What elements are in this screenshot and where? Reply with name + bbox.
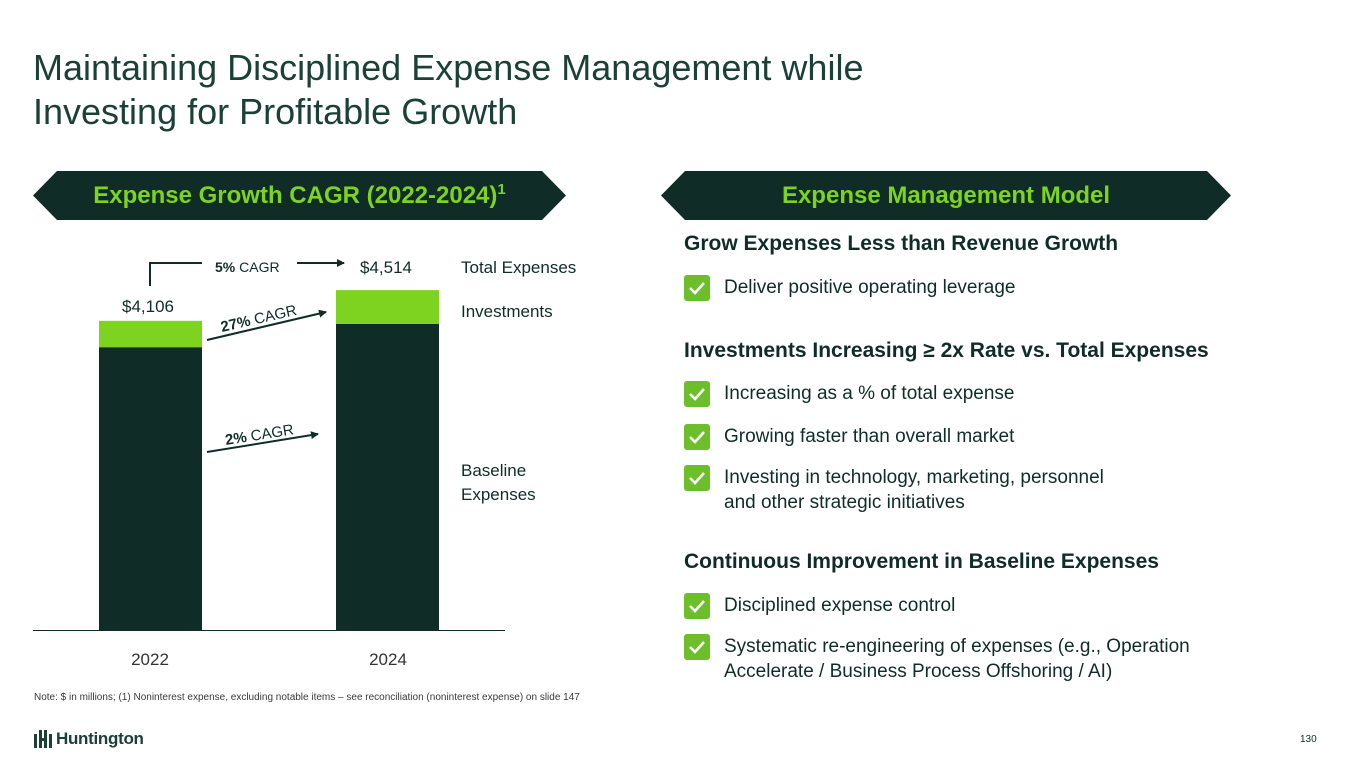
legend-total-expenses: Total Expenses bbox=[461, 258, 577, 277]
section-heading-baseline: Continuous Improvement in Baseline Expen… bbox=[684, 550, 1159, 573]
checkbox-icon bbox=[684, 634, 710, 660]
page-title: Maintaining Disciplined Expense Manageme… bbox=[33, 46, 1033, 134]
checkbox-icon bbox=[684, 381, 710, 407]
investments-cagr-label: 27% CAGR bbox=[219, 302, 299, 336]
bar-segment-investments-2024 bbox=[336, 290, 439, 324]
left-banner-title: Expense Growth CAGR (2022-2024)1 bbox=[33, 181, 566, 211]
x-tick-label-2024: 2024 bbox=[369, 650, 407, 669]
huntington-logo-text: Huntington bbox=[56, 729, 144, 748]
legend-baseline-line-2: Expenses bbox=[461, 485, 536, 504]
huntington-logo-icon bbox=[34, 730, 52, 748]
total-cagr-value: 5% bbox=[215, 259, 236, 275]
expense-growth-chart: 2022 2024 $4,106 $4,514 5% CAGR 27% CAGR… bbox=[33, 258, 505, 669]
total-cagr-suffix: CAGR bbox=[235, 259, 279, 275]
checkbox-icon bbox=[684, 424, 710, 450]
model-item-text: Growing faster than overall market bbox=[724, 426, 1015, 447]
right-section-banner: Expense Management Model bbox=[661, 171, 1231, 220]
right-banner-shape bbox=[661, 171, 1231, 220]
bar-segment-baseline-2024 bbox=[336, 323, 439, 630]
left-section-banner: Expense Growth CAGR (2022-2024)1 bbox=[33, 171, 566, 220]
bar-segment-investments-2022 bbox=[99, 320, 202, 348]
legend-investments: Investments bbox=[461, 302, 553, 321]
left-banner-shape bbox=[33, 171, 566, 220]
model-item-text-line-1: Systematic re-engineering of expenses (e… bbox=[724, 636, 1190, 657]
baseline-cagr-label: 2% CAGR bbox=[224, 421, 295, 449]
total-cagr-bracket bbox=[149, 262, 202, 286]
investments-cagr-value: 27% bbox=[219, 313, 252, 336]
section-heading-investments: Investments Increasing ≥ 2x Rate vs. Tot… bbox=[684, 339, 1209, 362]
page-number: 130 bbox=[1300, 734, 1317, 745]
checkbox-icon bbox=[684, 593, 710, 619]
footnote: Note: $ in millions; (1) Noninterest exp… bbox=[34, 692, 580, 703]
baseline-cagr-value: 2% bbox=[224, 429, 248, 449]
total-cagr-label: 5% CAGR bbox=[215, 259, 280, 275]
page-title-line-1: Maintaining Disciplined Expense Manageme… bbox=[33, 47, 864, 88]
model-item-text: Deliver positive operating leverage bbox=[724, 277, 1016, 298]
model-item-text: Increasing as a % of total expense bbox=[724, 383, 1015, 404]
total-label-2022: $4,106 bbox=[122, 297, 174, 316]
section-heading-revenue-growth: Grow Expenses Less than Revenue Growth bbox=[684, 232, 1119, 255]
model-item-text-line-2: and other strategic initiatives bbox=[724, 492, 965, 513]
model-item-text: Disciplined expense control bbox=[724, 595, 956, 616]
baseline-cagr-arrow bbox=[206, 431, 319, 453]
checkbox-icon bbox=[684, 465, 710, 491]
legend-baseline-line-1: Baseline bbox=[461, 461, 527, 480]
baseline-cagr-suffix: CAGR bbox=[245, 421, 295, 445]
checkbox-icon bbox=[684, 275, 710, 301]
model-item-text-line-2: Accelerate / Business Process Offshoring… bbox=[724, 661, 1113, 682]
model-item-text-line-1: Investing in technology, marketing, pers… bbox=[724, 467, 1104, 488]
left-banner-text: Expense Growth CAGR (2022-2024) bbox=[93, 182, 498, 209]
investments-cagr-arrow bbox=[206, 309, 327, 341]
total-label-2024: $4,514 bbox=[360, 258, 412, 277]
bar-segment-baseline-2022 bbox=[99, 347, 202, 630]
right-banner-title: Expense Management Model bbox=[781, 182, 1111, 209]
model-item-text: Systematic re-engineering of expenses (e… bbox=[724, 634, 1190, 684]
model-item-text: Investing in technology, marketing, pers… bbox=[724, 465, 1104, 515]
page-title-line-2: Investing for Profitable Growth bbox=[33, 91, 518, 132]
footnote-marker: 1 bbox=[497, 181, 506, 198]
x-tick-label-2022: 2022 bbox=[131, 650, 169, 669]
legend-baseline-expenses: Baseline Expenses bbox=[461, 459, 536, 507]
